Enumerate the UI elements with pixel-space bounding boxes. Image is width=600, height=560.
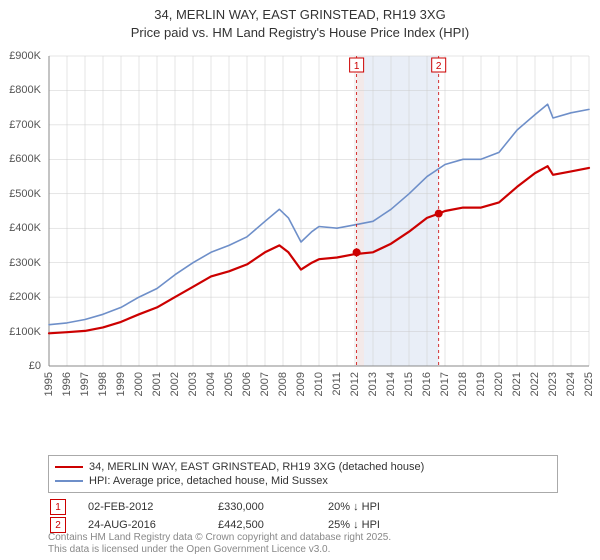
legend: 34, MERLIN WAY, EAST GRINSTEAD, RH19 3XG… xyxy=(48,455,558,493)
x-tick-label: 1995 xyxy=(43,372,55,396)
x-tick-label: 2019 xyxy=(475,372,487,396)
y-tick-label: £500K xyxy=(0,188,41,200)
x-tick-label: 1996 xyxy=(61,372,73,396)
x-tick-label: 2022 xyxy=(529,372,541,396)
sale-marker-2-icon: 2 xyxy=(50,517,66,533)
y-tick-label: £400K xyxy=(0,222,41,234)
y-tick-label: £800K xyxy=(0,84,41,96)
sales-table: 1 02-FEB-2012 £330,000 20% ↓ HPI 2 24-AU… xyxy=(0,498,458,534)
x-tick-label: 2012 xyxy=(349,372,361,396)
x-tick-label: 2003 xyxy=(187,372,199,396)
legend-label-property: 34, MERLIN WAY, EAST GRINSTEAD, RH19 3XG… xyxy=(89,461,424,473)
x-tick-label: 2014 xyxy=(385,372,397,396)
x-tick-label: 2017 xyxy=(439,372,451,396)
footer-line-2: This data is licensed under the Open Gov… xyxy=(48,544,330,555)
legend-label-hpi: HPI: Average price, detached house, Mid … xyxy=(89,475,328,487)
x-tick-label: 2015 xyxy=(403,372,415,396)
x-tick-label: 2004 xyxy=(205,372,217,396)
x-tick-label: 2005 xyxy=(223,372,235,396)
x-tick-label: 2001 xyxy=(151,372,163,396)
x-tick-label: 2021 xyxy=(511,372,523,396)
x-tick-label: 1997 xyxy=(79,372,91,396)
sale-marker-1-icon: 1 xyxy=(50,499,66,515)
legend-item-property: 34, MERLIN WAY, EAST GRINSTEAD, RH19 3XG… xyxy=(55,460,551,474)
x-tick-label: 1999 xyxy=(115,372,127,396)
x-tick-label: 2006 xyxy=(241,372,253,396)
sale-price: £330,000 xyxy=(218,501,328,513)
y-tick-label: £300K xyxy=(0,257,41,269)
x-tick-label: 2020 xyxy=(493,372,505,396)
x-tick-label: 2023 xyxy=(547,372,559,396)
x-tick-label: 2011 xyxy=(331,372,343,396)
x-tick-label: 2008 xyxy=(277,372,289,396)
x-tick-label: 1998 xyxy=(97,372,109,396)
title-line-2: Price paid vs. HM Land Registry's House … xyxy=(131,25,469,40)
table-row: 1 02-FEB-2012 £330,000 20% ↓ HPI xyxy=(0,498,458,516)
sale-vs-hpi: 25% ↓ HPI xyxy=(328,519,458,531)
x-tick-label: 2010 xyxy=(313,372,325,396)
x-tick-label: 2016 xyxy=(421,372,433,396)
y-tick-label: £700K xyxy=(0,119,41,131)
plot-area: 12 £0£100K£200K£300K£400K£500K£600K£700K… xyxy=(4,50,594,410)
x-tick-label: 2025 xyxy=(583,372,595,396)
x-tick-label: 2007 xyxy=(259,372,271,396)
sale-vs-hpi: 20% ↓ HPI xyxy=(328,501,458,513)
sale-date: 02-FEB-2012 xyxy=(88,501,218,513)
footer-line-1: Contains HM Land Registry data © Crown c… xyxy=(48,532,391,543)
x-tick-label: 2002 xyxy=(169,372,181,396)
sale-marker-dot xyxy=(353,248,361,256)
x-tick-label: 2013 xyxy=(367,372,379,396)
sale-marker-number: 1 xyxy=(354,61,360,72)
sale-price: £442,500 xyxy=(218,519,328,531)
legend-swatch-hpi xyxy=(55,480,83,482)
title-line-1: 34, MERLIN WAY, EAST GRINSTEAD, RH19 3XG xyxy=(154,7,445,22)
x-tick-label: 2009 xyxy=(295,372,307,396)
sale-marker-dot xyxy=(435,210,443,218)
sale-date: 24-AUG-2016 xyxy=(88,519,218,531)
x-tick-label: 2000 xyxy=(133,372,145,396)
y-tick-label: £900K xyxy=(0,50,41,62)
chart-title: 34, MERLIN WAY, EAST GRINSTEAD, RH19 3XG… xyxy=(0,0,600,41)
sale-marker-number: 2 xyxy=(436,61,442,72)
y-tick-label: £0 xyxy=(0,360,41,372)
y-tick-label: £100K xyxy=(0,326,41,338)
attribution: Contains HM Land Registry data © Crown c… xyxy=(48,532,391,556)
x-tick-label: 2024 xyxy=(565,372,577,396)
legend-item-hpi: HPI: Average price, detached house, Mid … xyxy=(55,474,551,488)
legend-swatch-property xyxy=(55,466,83,468)
x-tick-label: 2018 xyxy=(457,372,469,396)
y-tick-label: £200K xyxy=(0,291,41,303)
y-tick-label: £600K xyxy=(0,153,41,165)
